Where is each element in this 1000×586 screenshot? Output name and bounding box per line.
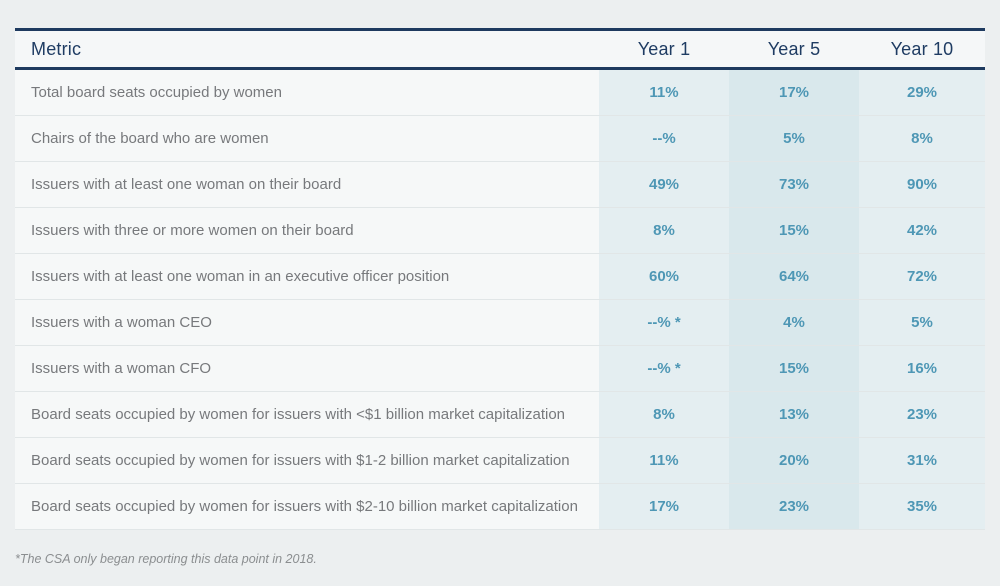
value-cell-year1: 49% bbox=[599, 162, 729, 207]
table-row: Total board seats occupied by women 11% … bbox=[15, 70, 985, 116]
value-cell-year1: 11% bbox=[599, 438, 729, 483]
value-cell-year10: 72% bbox=[859, 254, 985, 299]
table-row: Issuers with at least one woman on their… bbox=[15, 162, 985, 208]
value-cell-year10: 8% bbox=[859, 116, 985, 161]
metric-cell: Issuers with three or more women on thei… bbox=[31, 222, 354, 239]
table-row: Issuers with three or more women on thei… bbox=[15, 208, 985, 254]
table-row: Board seats occupied by women for issuer… bbox=[15, 484, 985, 530]
table-row: Board seats occupied by women for issuer… bbox=[15, 392, 985, 438]
table-footnote: *The CSA only began reporting this data … bbox=[15, 552, 317, 566]
value-cell-year1: 17% bbox=[599, 484, 729, 529]
value-cell-year10: 90% bbox=[859, 162, 985, 207]
value-cell-year1: 60% bbox=[599, 254, 729, 299]
value-cell-year10: 42% bbox=[859, 208, 985, 253]
table-row: Chairs of the board who are women --% 5%… bbox=[15, 116, 985, 162]
value-cell-year5: 17% bbox=[729, 70, 859, 115]
table-row: Issuers with a woman CEO --% * 4% 5% bbox=[15, 300, 985, 346]
value-cell-year5: 4% bbox=[729, 300, 859, 345]
metric-cell: Chairs of the board who are women bbox=[31, 130, 269, 147]
value-cell-year10: 35% bbox=[859, 484, 985, 529]
metric-cell: Board seats occupied by women for issuer… bbox=[31, 406, 566, 423]
value-cell-year1: --% * bbox=[599, 300, 729, 345]
value-cell-year1: 8% bbox=[599, 208, 729, 253]
table-row: Issuers with at least one woman in an ex… bbox=[15, 254, 985, 300]
value-cell-year5: 15% bbox=[729, 208, 859, 253]
metrics-table: Metric Year 1 Year 5 Year 10 Total board… bbox=[15, 28, 985, 530]
value-cell-year10: 29% bbox=[859, 70, 985, 115]
metric-cell: Issuers with a woman CFO bbox=[31, 360, 212, 377]
metric-cell: Board seats occupied by women for issuer… bbox=[31, 452, 570, 469]
value-cell-year1: 11% bbox=[599, 70, 729, 115]
table-header-row: Metric Year 1 Year 5 Year 10 bbox=[15, 28, 985, 70]
metric-cell: Issuers with at least one woman in an ex… bbox=[31, 268, 450, 285]
value-cell-year1: --% * bbox=[599, 346, 729, 391]
value-cell-year10: 5% bbox=[859, 300, 985, 345]
value-cell-year5: 20% bbox=[729, 438, 859, 483]
value-cell-year10: 16% bbox=[859, 346, 985, 391]
table-row: Issuers with a woman CFO --% * 15% 16% bbox=[15, 346, 985, 392]
value-cell-year1: 8% bbox=[599, 392, 729, 437]
value-cell-year5: 13% bbox=[729, 392, 859, 437]
column-header-year5: Year 5 bbox=[767, 38, 821, 59]
column-header-year10: Year 10 bbox=[890, 38, 954, 59]
value-cell-year5: 23% bbox=[729, 484, 859, 529]
value-cell-year10: 31% bbox=[859, 438, 985, 483]
table-row: Board seats occupied by women for issuer… bbox=[15, 438, 985, 484]
metric-cell: Total board seats occupied by women bbox=[31, 84, 282, 101]
value-cell-year5: 15% bbox=[729, 346, 859, 391]
value-cell-year5: 5% bbox=[729, 116, 859, 161]
metric-cell: Issuers with at least one woman on their… bbox=[31, 176, 342, 193]
value-cell-year1: --% bbox=[599, 116, 729, 161]
metric-cell: Issuers with a woman CEO bbox=[31, 314, 212, 331]
value-cell-year5: 73% bbox=[729, 162, 859, 207]
value-cell-year5: 64% bbox=[729, 254, 859, 299]
column-header-year1: Year 1 bbox=[637, 38, 691, 59]
metric-cell: Board seats occupied by women for issuer… bbox=[31, 498, 578, 515]
value-cell-year10: 23% bbox=[859, 392, 985, 437]
column-header-metric: Metric bbox=[31, 38, 82, 59]
